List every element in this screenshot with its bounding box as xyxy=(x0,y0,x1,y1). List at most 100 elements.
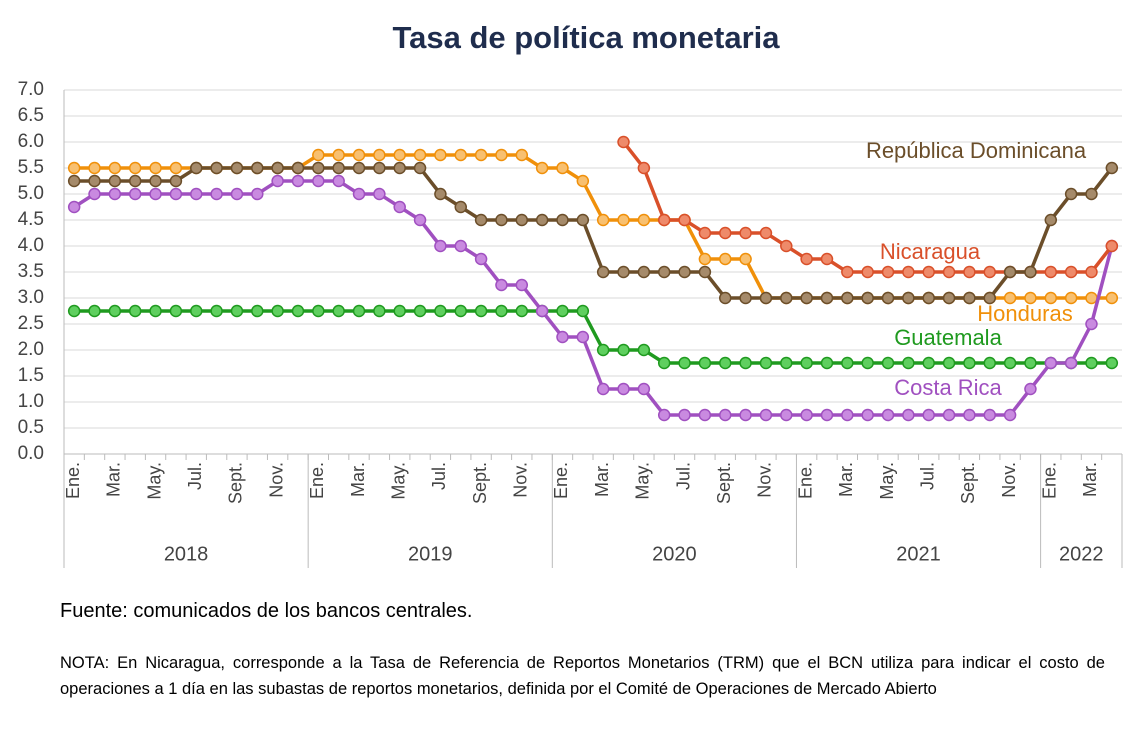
data-point xyxy=(942,291,956,305)
data-point xyxy=(719,252,732,266)
data-point xyxy=(841,265,854,279)
data-point xyxy=(1064,356,1078,370)
x-tick-label: Mar. xyxy=(348,462,368,497)
data-point xyxy=(1044,291,1058,305)
data-point xyxy=(881,291,895,305)
data-point xyxy=(535,304,549,318)
data-point xyxy=(393,148,406,162)
data-point xyxy=(413,148,427,162)
data-point xyxy=(373,161,386,175)
data-point xyxy=(251,304,264,318)
data-point xyxy=(291,174,305,188)
year-label: 2019 xyxy=(408,543,453,565)
data-point xyxy=(312,304,325,318)
y-tick-label: 3.0 xyxy=(18,287,44,308)
data-point xyxy=(128,304,142,318)
x-tick-label: Ene. xyxy=(551,462,571,499)
data-point xyxy=(739,291,752,305)
data-point xyxy=(210,161,223,175)
data-point xyxy=(1085,187,1098,201)
data-point xyxy=(902,408,915,422)
data-point xyxy=(474,213,488,227)
data-point xyxy=(678,213,691,227)
data-point xyxy=(841,356,854,370)
data-point xyxy=(67,304,81,318)
data-point xyxy=(922,356,935,370)
data-point xyxy=(596,382,610,396)
data-point xyxy=(556,161,569,175)
data-point xyxy=(515,304,529,318)
data-point xyxy=(637,161,651,175)
data-point xyxy=(942,356,956,370)
data-point xyxy=(515,148,529,162)
data-point xyxy=(67,161,81,175)
data-point xyxy=(596,265,610,279)
data-point xyxy=(332,148,345,162)
data-point xyxy=(678,356,691,370)
data-point xyxy=(698,408,712,422)
data-point xyxy=(1105,291,1119,305)
x-tick-label: Mar. xyxy=(836,462,856,497)
data-point xyxy=(576,330,590,344)
chart: Tasa de política monetaria 0.0 0.5 1.0 1.5 2… xyxy=(18,20,1123,568)
data-point xyxy=(556,213,569,227)
data-point xyxy=(230,161,244,175)
x-tick-label: Mar. xyxy=(592,462,612,497)
data-point xyxy=(759,356,773,370)
data-point xyxy=(1003,408,1017,422)
data-point xyxy=(1105,161,1119,175)
x-tick-label: Jul. xyxy=(673,462,693,490)
y-tick-label: 7.0 xyxy=(18,79,44,100)
data-point xyxy=(413,213,427,227)
data-point xyxy=(352,161,366,175)
data-point xyxy=(210,187,223,201)
data-point xyxy=(841,291,854,305)
data-point xyxy=(983,291,996,305)
data-point xyxy=(332,161,345,175)
y-tick-label: 5.5 xyxy=(18,157,44,178)
data-point xyxy=(719,226,732,240)
x-tick-label: Ene. xyxy=(63,462,83,499)
data-point xyxy=(393,200,406,214)
data-point xyxy=(963,265,976,279)
data-point xyxy=(576,213,590,227)
data-point xyxy=(271,174,284,188)
data-point xyxy=(1024,265,1037,279)
data-point xyxy=(373,304,386,318)
data-point xyxy=(495,278,508,292)
data-point xyxy=(881,265,895,279)
data-point xyxy=(1085,265,1098,279)
series-label: Costa Rica xyxy=(894,375,1002,400)
data-point xyxy=(312,174,325,188)
data-point xyxy=(576,304,590,318)
x-tick-label: Nov. xyxy=(999,462,1019,498)
data-point xyxy=(67,200,81,214)
y-tick-label: 4.5 xyxy=(18,209,44,230)
x-tick-label: Mar. xyxy=(104,462,124,497)
data-point xyxy=(1085,317,1098,331)
data-point xyxy=(922,408,935,422)
data-point xyxy=(393,161,406,175)
data-point xyxy=(657,408,671,422)
data-point xyxy=(495,213,508,227)
data-point xyxy=(719,291,732,305)
data-point xyxy=(556,330,569,344)
x-tick-label: Nov. xyxy=(511,462,531,498)
data-point xyxy=(230,304,244,318)
data-point xyxy=(739,356,752,370)
x-tick-label: Sept. xyxy=(226,462,246,504)
data-point xyxy=(637,213,651,227)
data-point xyxy=(291,304,305,318)
data-point xyxy=(1003,265,1017,279)
data-point xyxy=(169,187,183,201)
note: NOTA: En Nicaragua, corresponde a la Tas… xyxy=(60,654,1105,698)
data-point xyxy=(474,252,488,266)
data-point xyxy=(780,356,793,370)
data-point xyxy=(617,265,630,279)
x-tick-label: Sept. xyxy=(958,462,978,504)
data-point xyxy=(434,148,447,162)
series-line xyxy=(74,153,1112,300)
data-point xyxy=(902,356,915,370)
data-point xyxy=(841,408,854,422)
